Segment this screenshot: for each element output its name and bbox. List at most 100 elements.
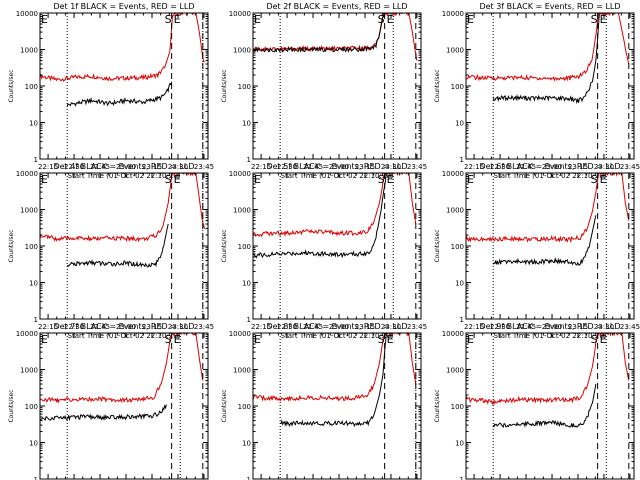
y-tick-label: 1000 <box>446 367 464 375</box>
marker-label-end: E <box>174 13 181 26</box>
x-tick-label: 23:45 <box>407 163 427 171</box>
marker-label-s: S <box>165 333 172 346</box>
x-tick-label: 22:15 <box>464 323 484 331</box>
y-tick-label: 10 <box>455 440 464 448</box>
y-axis-label: Counts/sec <box>434 389 441 422</box>
marker-label-end: E <box>387 173 394 186</box>
x-tick-label: 23:30 <box>594 163 614 171</box>
y-tick-label: 10000 <box>16 10 38 18</box>
x-tick-label: 23:15 <box>355 163 375 171</box>
y-axis-label: Counts/sec <box>8 389 15 422</box>
chart-title: Det 2f BLACK = Events, RED = LLD <box>266 2 407 11</box>
y-tick-label: 1 <box>247 156 251 164</box>
y-axis-label: Counts/sec <box>434 69 441 102</box>
x-axis-label: Start Time (01-Oct-02 22:10:20) <box>281 332 394 340</box>
y-tick-label: 1 <box>34 316 38 324</box>
marker-label-end: E <box>387 13 394 26</box>
marker-label-s: S <box>591 13 598 26</box>
x-tick-label: 22:45 <box>516 163 536 171</box>
y-tick-label: 100 <box>238 83 251 91</box>
x-tick-label: 22:45 <box>90 163 110 171</box>
chart-title: Det 6f BLACK = Events, RED = LLD <box>479 162 620 171</box>
y-axis-label: Counts/sec <box>8 229 15 262</box>
y-tick-label: 1000 <box>446 207 464 215</box>
y-tick-label: 10 <box>242 440 251 448</box>
x-tick-label: 23:15 <box>142 163 162 171</box>
y-tick-label: 100 <box>25 243 38 251</box>
y-tick-label: 10000 <box>229 170 251 178</box>
x-tick-label: 23:15 <box>355 323 375 331</box>
y-tick-label: 10 <box>242 120 251 128</box>
series-events-line <box>67 223 169 268</box>
y-tick-label: 10000 <box>229 10 251 18</box>
y-tick-label: 1 <box>34 476 38 480</box>
x-tick-label: 23:15 <box>142 323 162 331</box>
x-tick-label: 22:30 <box>277 163 297 171</box>
series-group <box>253 173 417 259</box>
y-tick-label: 10000 <box>442 10 464 18</box>
series-events-line <box>492 13 600 105</box>
marker-label-start: E <box>467 333 474 346</box>
x-tick-label: 22:30 <box>490 163 510 171</box>
y-tick-label: 100 <box>25 403 38 411</box>
y-tick-label: 1000 <box>20 207 38 215</box>
x-axis-label: Start Time (01-Oct-02 22:10:20) <box>281 172 394 180</box>
y-tick-label: 100 <box>25 83 38 91</box>
y-tick-label: 1000 <box>233 207 251 215</box>
x-tick-label: 23:45 <box>620 323 640 331</box>
y-tick-label: 1 <box>460 316 464 324</box>
series-lld-line <box>40 333 204 404</box>
x-tick-label: 22:30 <box>64 163 84 171</box>
y-tick-label: 1000 <box>233 47 251 55</box>
x-tick-label: 22:15 <box>38 323 58 331</box>
marker-label-start: E <box>41 173 48 186</box>
series-events-line <box>40 404 167 422</box>
x-tick-label: 23:30 <box>168 163 188 171</box>
y-tick-label: 100 <box>451 403 464 411</box>
x-axis-label: Start Time (01-Oct-02 22:10:20) <box>68 332 181 340</box>
y-axis-label: Counts/sec <box>434 229 441 262</box>
x-tick-label: 23:00 <box>329 323 349 331</box>
series-events-line <box>492 383 597 429</box>
marker-label-start: E <box>254 333 261 346</box>
x-tick-label: 23:15 <box>568 163 588 171</box>
marker-label-start: E <box>467 13 474 26</box>
y-tick-label: 10 <box>455 280 464 288</box>
x-axis-label: Start Time (01-Oct-02 22:10:20) <box>494 332 607 340</box>
x-tick-label: 23:00 <box>329 163 349 171</box>
x-tick-label: 23:45 <box>407 323 427 331</box>
series-lld-line <box>466 13 630 82</box>
marker-label-s: S <box>165 173 172 186</box>
marker-label-start: E <box>41 333 48 346</box>
x-tick-label: 22:45 <box>90 323 110 331</box>
series-events-line <box>66 81 173 107</box>
marker-label-end: E <box>600 13 607 26</box>
marker-label-end: E <box>387 333 394 346</box>
x-tick-label: 23:30 <box>594 323 614 331</box>
y-tick-label: 100 <box>451 243 464 251</box>
y-tick-label: 1000 <box>20 47 38 55</box>
marker-label-end: E <box>174 333 181 346</box>
chart-title: Det 8f BLACK = Events, RED = LLD <box>266 322 407 331</box>
x-tick-label: 22:15 <box>464 163 484 171</box>
x-tick-label: 23:00 <box>542 323 562 331</box>
marker-label-start: E <box>254 173 261 186</box>
y-axis-label: Counts/sec <box>221 229 228 262</box>
x-tick-label: 22:45 <box>516 323 536 331</box>
y-axis-label: Counts/sec <box>221 389 228 422</box>
marker-label-end: E <box>600 333 607 346</box>
y-tick-label: 10 <box>242 280 251 288</box>
y-axis-label: Counts/sec <box>221 69 228 102</box>
y-tick-label: 1000 <box>20 367 38 375</box>
y-axis-label: Counts/sec <box>8 69 15 102</box>
plot-frame <box>252 332 422 480</box>
marker-label-start: E <box>41 13 48 26</box>
x-axis-label: Start Time (01-Oct-02 22:10:20) <box>494 172 607 180</box>
series-lld-line <box>253 173 417 238</box>
x-tick-label: 22:30 <box>490 323 510 331</box>
